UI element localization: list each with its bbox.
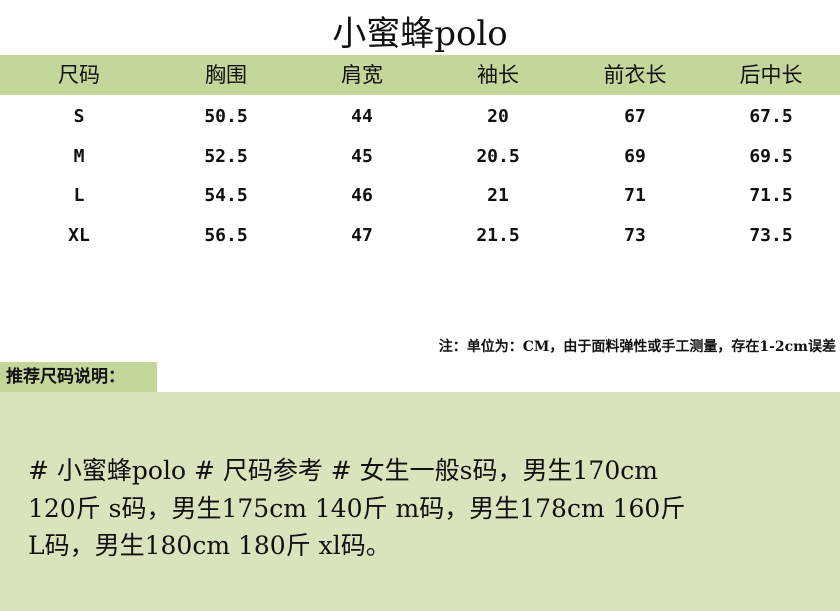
recommendation-line: 120斤 s码，男生175cm 140斤 m码，男生178cm 160斤	[28, 493, 686, 523]
table-cell: 44	[351, 106, 373, 127]
table-cell: 50.5	[204, 106, 248, 127]
table-cell: 69	[624, 146, 646, 167]
table-cell: 21.5	[476, 225, 520, 246]
table-header: 尺码 胸围 肩宽 袖长 前衣长 后中长	[0, 55, 840, 95]
table-cell: 52.5	[204, 146, 248, 167]
table-cell: 73.5	[749, 225, 793, 246]
column-header: 肩宽	[341, 63, 383, 87]
table-cell: 20	[487, 106, 509, 127]
table-cell: 71	[624, 185, 646, 206]
table-cell: 69.5	[749, 146, 793, 167]
recommendation-text: # 小蜜蜂polo # 尺码参考 # 女生一般s码，男生170cm 120斤 s…	[28, 452, 818, 565]
table-cell: 46	[351, 185, 373, 206]
page-title: 小蜜蜂polo	[332, 14, 508, 54]
table-cell: 45	[351, 146, 373, 167]
table-cell: XL	[68, 225, 90, 246]
table-cell: 56.5	[204, 225, 248, 246]
table-cell: L	[73, 185, 85, 206]
table-cell: 21	[487, 185, 509, 206]
column-header: 后中长	[739, 63, 803, 87]
recommendation-line: # 小蜜蜂polo # 尺码参考 # 女生一般s码，男生170cm	[28, 456, 658, 485]
table-row: XL 56.5 47 21.5 73 73.5	[0, 216, 840, 256]
table-row: S 50.5 44 20 67 67.5	[0, 97, 840, 137]
measurement-note: 注：单位为：CM，由于面料弹性或手工测量，存在1-2cm误差	[438, 339, 836, 355]
recommendation-line: L码，男生180cm 180斤 xl码。	[28, 531, 391, 560]
table-cell: 54.5	[204, 185, 248, 206]
table-cell: 47	[351, 225, 373, 246]
table-row: M 52.5 45 20.5 69 69.5	[0, 137, 840, 177]
column-header: 胸围	[205, 63, 247, 87]
table-cell: 73	[624, 225, 646, 246]
table-row: L 54.5 46 21 71 71.5	[0, 176, 840, 216]
column-header: 前衣长	[603, 63, 667, 87]
recommendation-label: 推荐尺码说明：	[0, 362, 157, 392]
table-cell: S	[73, 106, 85, 127]
column-header: 袖长	[477, 63, 519, 87]
recommendation-panel: # 小蜜蜂polo # 尺码参考 # 女生一般s码，男生170cm 120斤 s…	[0, 392, 840, 611]
table-cell: M	[73, 146, 85, 167]
column-header: 尺码	[58, 63, 100, 87]
table-cell: 67	[624, 106, 646, 127]
table-cell: 71.5	[749, 185, 793, 206]
table-cell: 20.5	[476, 146, 520, 167]
table-cell: 67.5	[749, 106, 793, 127]
